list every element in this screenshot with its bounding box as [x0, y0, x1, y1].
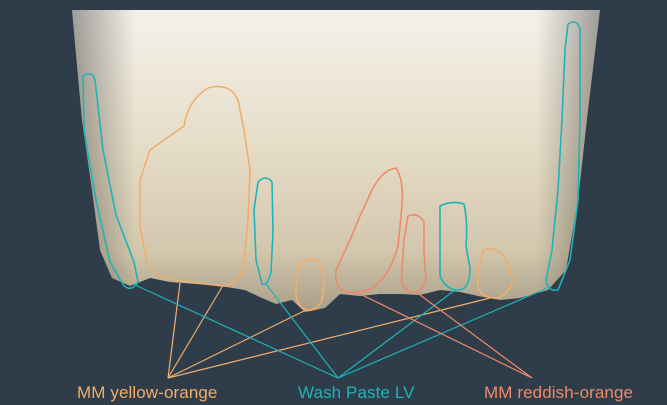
- reddish-orange-region-small: [400, 214, 427, 294]
- leader-yo-4: [167, 297, 491, 379]
- yellow-orange-region-right: [477, 248, 513, 299]
- leader-yo-2: [167, 286, 223, 379]
- leader-wash-2: [265, 283, 339, 379]
- wash-paste-leaders: [132, 283, 553, 379]
- leader-yo-3: [167, 309, 307, 379]
- leader-wash-4: [337, 285, 553, 379]
- label-mm-yellow-orange: MM yellow-orange: [77, 383, 218, 402]
- leader-lines: [132, 282, 553, 379]
- wash-region-center: [439, 201, 471, 291]
- label-mm-reddish-orange: MM reddish-orange: [484, 383, 634, 402]
- yellow-orange-outlines: [139, 85, 513, 312]
- wash-region-mid-left: [253, 177, 274, 286]
- leader-yo-1: [167, 282, 181, 379]
- reddish-orange-leaders: [355, 291, 533, 379]
- wash-paste-outlines: [82, 21, 581, 292]
- yellow-orange-region-small: [295, 258, 325, 312]
- wash-region-left: [82, 72, 139, 290]
- tooth-shading: [72, 10, 600, 312]
- label-wash-paste-lv: Wash Paste LV: [298, 383, 415, 402]
- leader-wash-3: [337, 289, 456, 379]
- leader-ro-2: [415, 291, 533, 379]
- wash-region-right: [545, 21, 581, 292]
- yellow-orange-leaders: [167, 282, 491, 379]
- leader-ro-1: [355, 291, 533, 379]
- yellow-orange-region-large: [139, 85, 251, 287]
- reddish-orange-region-large: [334, 167, 404, 294]
- leader-wash-1: [132, 283, 339, 379]
- reddish-orange-outlines: [334, 167, 427, 294]
